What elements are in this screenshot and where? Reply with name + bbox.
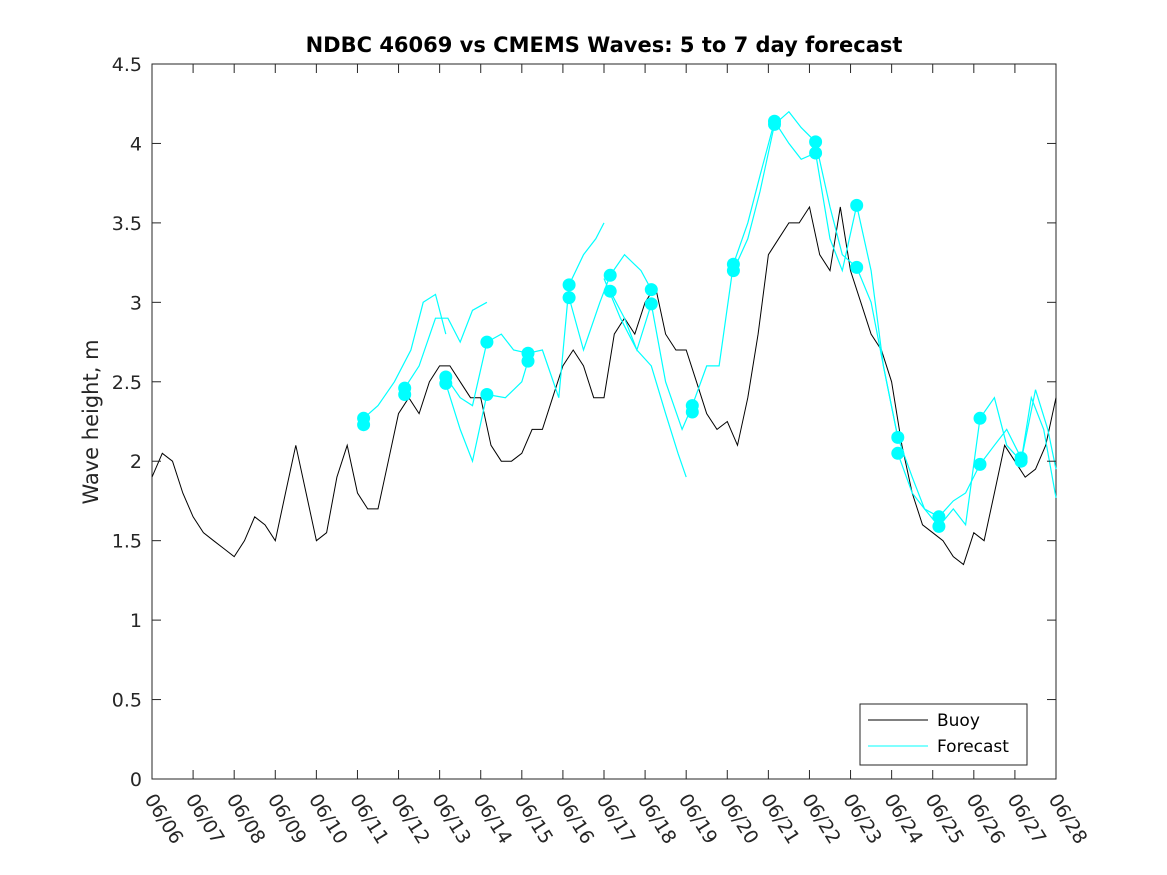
buoy-series-line (151, 205, 1057, 566)
forecast-marker (891, 430, 905, 444)
forecast-marker (932, 519, 946, 533)
forecast-marker (1014, 454, 1028, 468)
forecast-trace-line (603, 278, 687, 478)
x-tick-label: 06/23 (838, 790, 886, 848)
forecast-trace-line (1020, 395, 1057, 498)
y-tick-label: 0 (130, 769, 142, 791)
forecast-marker (891, 446, 905, 460)
x-tick-label: 06/18 (633, 790, 681, 848)
y-tick-label: 4.5 (112, 54, 142, 76)
x-tick-label: 06/09 (263, 790, 311, 848)
forecast-marker (932, 510, 946, 524)
x-tick-label: 06/15 (510, 790, 558, 848)
x-tick-label: 06/24 (879, 790, 927, 848)
forecast-trace-line (363, 293, 447, 419)
x-tick-label: 06/21 (756, 790, 804, 848)
x-tick-label: 06/11 (345, 790, 393, 848)
x-tick-label: 06/14 (468, 790, 516, 848)
y-tick-label: 2.5 (112, 372, 142, 394)
forecast-marker (398, 388, 412, 401)
legend-forecast-label: Forecast (937, 737, 1009, 757)
x-tick-label: 06/27 (1003, 790, 1051, 848)
x-tick-label: 06/16 (551, 790, 599, 848)
x-tick-label: 06/12 (386, 790, 434, 848)
x-tick-label: 06/07 (181, 790, 229, 848)
y-tick-label: 1 (130, 610, 142, 632)
forecast-marker (562, 278, 576, 292)
forecast-marker (603, 268, 617, 282)
forecast-marker (603, 284, 617, 298)
forecast-marker (480, 335, 494, 349)
x-tick-label: 06/10 (304, 790, 352, 848)
chart-title: NDBC 46069 vs CMEMS Waves: 5 to 7 day fo… (306, 33, 903, 57)
x-tick-label: 06/28 (1044, 790, 1092, 848)
forecast-trace-line (404, 301, 488, 389)
x-tick-label: 06/17 (592, 790, 640, 848)
forecast-marker (850, 198, 864, 212)
x-tick-label: 06/19 (674, 790, 722, 848)
forecast-marker (480, 388, 494, 401)
x-tick-label: 06/26 (962, 790, 1010, 848)
forecast-marker (726, 264, 740, 278)
forecast-marker (850, 260, 864, 274)
y-axis-label: Wave height, m (79, 339, 103, 504)
x-tick-label: 06/13 (427, 790, 475, 848)
x-tick-label: 06/22 (797, 790, 845, 848)
forecast-marker (521, 354, 535, 368)
y-tick-label: 2 (130, 451, 142, 473)
y-tick-label: 3.5 (112, 213, 142, 235)
forecast-marker (685, 405, 699, 419)
series-layer (151, 110, 1057, 566)
forecast-marker (439, 376, 453, 390)
y-tick-label: 1.5 (112, 531, 142, 553)
forecast-marker (809, 135, 823, 149)
forecast-marker (562, 291, 576, 305)
y-tick-label: 4 (130, 133, 142, 155)
legend-box (859, 703, 1028, 766)
forecast-marker (644, 297, 658, 311)
y-tick-label: 0.5 (112, 690, 142, 712)
forecast-marker (644, 283, 658, 297)
forecast-marker (973, 411, 987, 425)
x-tick-label: 06/08 (222, 790, 270, 848)
forecast-marker (768, 117, 781, 131)
x-tick-label: 06/06 (140, 790, 188, 848)
forecast-marker (809, 146, 823, 160)
legend-buoy-label: Buoy (937, 711, 980, 731)
y-tick-label: 3 (130, 292, 142, 314)
x-tick-label: 06/25 (920, 790, 968, 848)
x-tick-label: 06/20 (715, 790, 763, 848)
forecast-marker (357, 418, 371, 432)
forecast-marker (973, 457, 987, 471)
plot-area (151, 63, 1057, 780)
legend: Buoy Forecast (859, 703, 1028, 766)
